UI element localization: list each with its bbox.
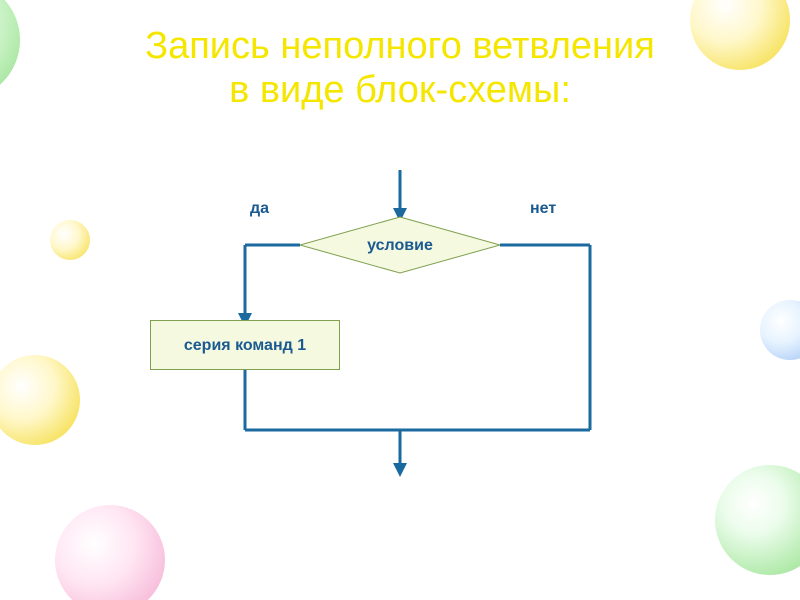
commands-box-text: серия команд 1: [184, 337, 306, 354]
svg-text:условие: условие: [367, 237, 433, 254]
label-yes: да: [250, 200, 269, 218]
canvas: Запись неполного ветвления в виде блок-с…: [0, 0, 800, 600]
commands-box: серия команд 1: [150, 320, 340, 370]
flowchart: условие: [0, 0, 800, 600]
label-no: нет: [530, 200, 556, 218]
